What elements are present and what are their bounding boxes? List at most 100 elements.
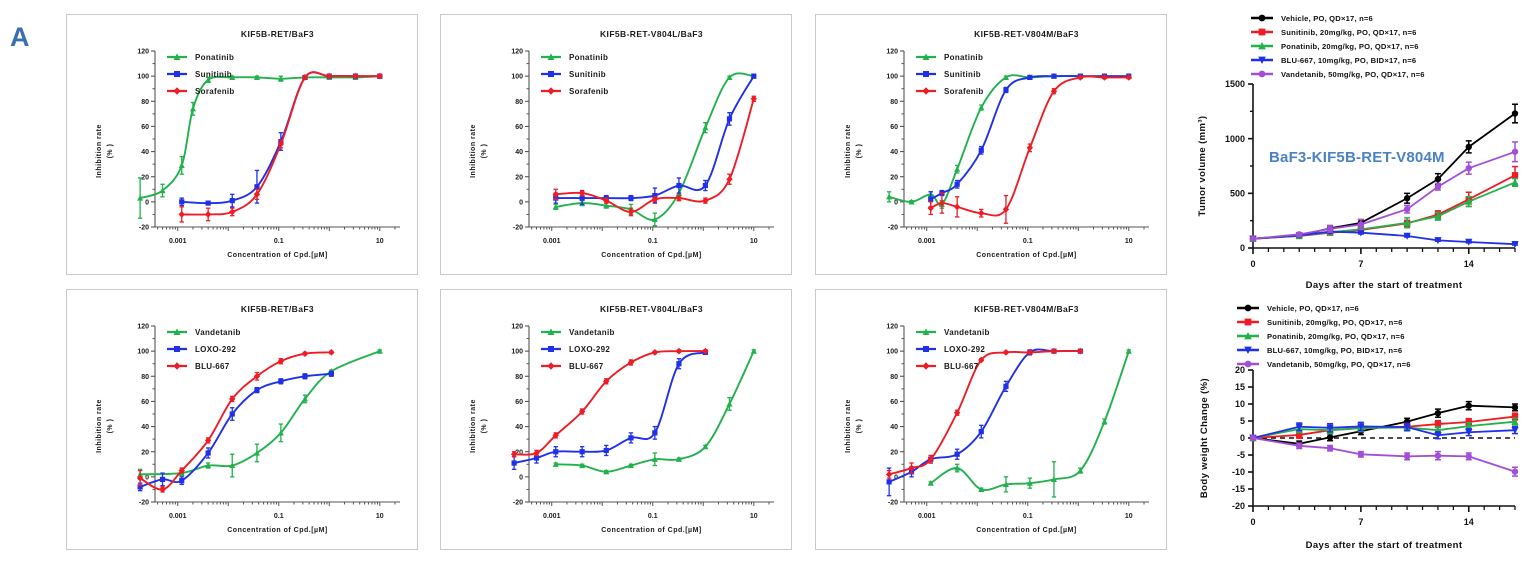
data-series: [1249, 400, 1519, 448]
chart-legend: Vehicle, PO, QD×17, n=6 Sunitinib, 20mg/k…: [1237, 304, 1411, 369]
y-axis-tick-label: 1500: [1225, 79, 1245, 89]
data-point-marker: [205, 450, 211, 456]
data-point-marker: [1296, 231, 1303, 238]
chart-title: KIF5B-RET/BaF3: [241, 29, 314, 39]
data-point-marker: [1295, 423, 1303, 431]
data-point-marker: [1434, 409, 1442, 417]
y-axis-tick-label: 0: [894, 199, 898, 206]
data-point-marker: [552, 431, 559, 439]
data-point-marker: [1249, 434, 1257, 442]
data-point-marker: [886, 479, 892, 485]
y-axis-tick-label: 100: [886, 349, 898, 356]
y-axis-tick-label: 120: [886, 324, 898, 331]
data-point-marker: [1357, 229, 1365, 237]
y-axis-tick-label: 0: [145, 199, 149, 206]
data-point-marker: [1511, 148, 1519, 155]
data-point-marker: [954, 464, 961, 471]
data-point-marker: [578, 189, 586, 197]
x-axis-tick-label: 7: [1358, 259, 1363, 269]
data-point-marker: [603, 202, 610, 209]
data-point-marker: [1326, 424, 1334, 432]
data-point-marker: [953, 203, 961, 211]
series-line: [1252, 420, 1516, 439]
data-point-marker: [651, 456, 658, 462]
data-point-marker: [1434, 432, 1442, 440]
data-point-marker: [1511, 426, 1519, 434]
x-axis-title: Concentration of Cpd.[µM]: [601, 252, 702, 259]
y-axis-tick-label: 0: [1240, 433, 1245, 443]
data-point-marker: [978, 209, 985, 217]
y-axis-tick-label: 100: [511, 349, 523, 356]
y-axis-tick-label: 60: [515, 124, 523, 131]
data-point-marker: [1511, 468, 1519, 475]
legend-label: LOXO-292: [195, 345, 236, 354]
data-point-marker: [908, 198, 915, 205]
data-point-marker: [204, 437, 212, 444]
data-point-marker: [159, 187, 166, 194]
data-point-marker: [178, 467, 185, 474]
data-point-marker: [552, 461, 559, 467]
data-point-marker: [1403, 232, 1411, 240]
data-point-marker: [579, 462, 586, 469]
chart-axes: [1248, 369, 1516, 512]
chart-annotation: BaF3-KIF5B-RET-V804M: [1269, 149, 1445, 166]
x-axis-tick-label: 0.1: [648, 238, 658, 245]
legend-label: Vandetanib: [569, 328, 615, 337]
data-point-marker: [137, 484, 143, 490]
y-axis-tick-label: -20: [513, 500, 523, 507]
dose-response-panel: KIF5B-RET/BaF3 120 100 80 60 40 20 0 -20 0.001 0.1…: [66, 289, 418, 550]
y-axis-title: Inhibition rate: [845, 124, 852, 178]
data-series: [137, 72, 383, 219]
y-axis-tick-label: 60: [890, 124, 898, 131]
data-series: [1249, 228, 1519, 248]
legend-marker: [173, 362, 181, 370]
y-axis-tick-label: -20: [513, 225, 523, 232]
y-axis-tick-label: 40: [141, 424, 149, 431]
legend-label: Sunitinib, 20mg/kg, PO, QD×17, n=6: [1267, 318, 1403, 327]
legend-marker: [173, 53, 181, 60]
series-curve: [139, 75, 381, 200]
x-axis-tick-label: 10: [376, 238, 384, 245]
data-point-marker: [179, 199, 185, 205]
data-point-marker: [352, 72, 359, 80]
series-curve: [929, 75, 1130, 217]
legend-marker: [547, 328, 555, 335]
legend-marker: [548, 346, 554, 352]
legend-marker: [1258, 42, 1266, 50]
legend-marker: [173, 328, 181, 335]
y-axis-title: Inhibition rate: [96, 399, 103, 453]
data-point-marker: [1003, 383, 1009, 389]
legend-label: Vandetanib: [944, 328, 990, 337]
dose-response-chart: KIF5B-RET-V804L/BaF3 120 100 80 60 40 20 0 -20 0.…: [470, 29, 774, 259]
data-point-marker: [928, 196, 934, 202]
body-weight-change-chart: Vehicle, PO, QD×17, n=6 Sunitinib, 20mg/k…: [1199, 304, 1519, 551]
y-axis-title: Inhibition rate: [470, 124, 477, 178]
data-point-marker: [137, 194, 144, 201]
y-axis-tick-label: -10: [1232, 467, 1245, 477]
data-point-marker: [750, 95, 757, 103]
x-axis-tick-label: 0.001: [543, 513, 561, 520]
data-point-marker: [159, 476, 166, 482]
y-axis-tick-label: -20: [1232, 501, 1245, 511]
y-axis-tick-label: 0: [519, 199, 523, 206]
data-point-marker: [978, 429, 984, 435]
data-point-marker: [1465, 164, 1472, 172]
chart-legend: Vandetanib LOXO-292 BLU-667: [916, 328, 990, 371]
y-axis-title: Inhibition rate: [470, 399, 477, 453]
legend-label: Vehicle, PO, QD×17, n=6: [1281, 14, 1373, 23]
x-axis-tick-label: 10: [376, 513, 384, 520]
data-point-marker: [978, 147, 984, 153]
data-point-marker: [702, 197, 709, 204]
x-axis-tick-label: 10: [1125, 238, 1133, 245]
data-point-marker: [1434, 420, 1442, 428]
data-point-marker: [229, 208, 236, 216]
data-point-marker: [1403, 219, 1411, 227]
y-axis-tick-label: -20: [139, 225, 149, 232]
data-point-marker: [702, 182, 708, 189]
data-point-marker: [1326, 434, 1334, 441]
data-point-marker: [229, 395, 236, 403]
y-axis-tick-label: 40: [515, 424, 523, 431]
legend-label: LOXO-292: [569, 345, 610, 354]
x-axis-tick-label: 0: [1250, 259, 1255, 269]
